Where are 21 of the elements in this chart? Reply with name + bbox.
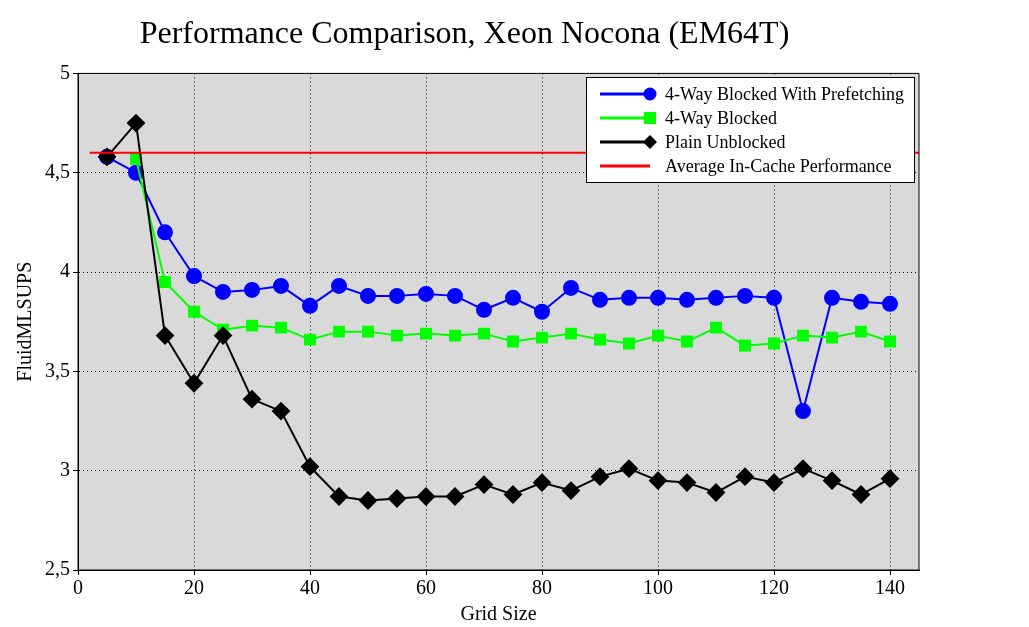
x-axis-title: Grid Size <box>460 602 537 625</box>
y-tick-label: 5 <box>60 60 70 83</box>
x-tick-label: 100 <box>643 576 673 599</box>
x-tick-label: 60 <box>416 576 436 599</box>
x-tick-label: 20 <box>184 576 204 599</box>
y-axis-title: FluidMLSUPS <box>13 261 36 382</box>
x-tick-label: 120 <box>759 576 789 599</box>
y-tick-label: 3,5 <box>45 358 70 381</box>
y-tick-label: 3 <box>60 457 70 480</box>
legend-label: 4-Way Blocked With Prefetching <box>665 83 904 105</box>
legend-label: 4-Way Blocked <box>665 107 778 129</box>
y-tick-label: 4 <box>60 259 70 282</box>
y-tick-label: 2,5 <box>45 557 70 580</box>
x-tick-label: 0 <box>73 576 83 599</box>
y-tick-label: 4,5 <box>45 159 70 182</box>
x-tick-label: 40 <box>300 576 320 599</box>
x-tick-label: 80 <box>532 576 552 599</box>
chart-title: Performance Comparison, Xeon Nocona (EM64T) <box>139 13 790 50</box>
legend-label: Average In-Cache Performance <box>665 155 892 177</box>
x-tick-label: 140 <box>875 576 905 599</box>
legend-label: Plain Unblocked <box>665 131 786 153</box>
